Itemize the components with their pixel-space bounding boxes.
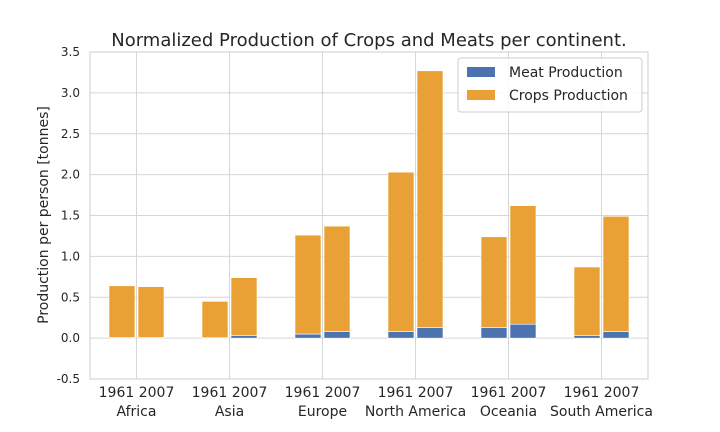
- bars-layer: [108, 70, 630, 339]
- x-category-label: Oceania: [480, 404, 537, 420]
- legend: Meat Production Crops Production: [457, 57, 643, 113]
- legend-box: [457, 57, 643, 113]
- axis-layer: -0.5 0.0 0.5 1.0 1.5 2.0 2.5 3.0 3.5 1961 2007 Afr…: [57, 45, 653, 420]
- y-tick-label: 1.0: [61, 249, 80, 263]
- bar-meat-south-america-2007: [602, 331, 630, 339]
- bar-meat-south-america-1961: [573, 335, 601, 339]
- x-tick-years: 1961 2007: [471, 385, 547, 401]
- bar-crops-south-america-2007: [602, 216, 630, 332]
- bar-meat-oceania-1961: [480, 327, 508, 339]
- y-tick-label: 0.0: [61, 331, 80, 345]
- bar-crops-europe-1961: [294, 234, 322, 335]
- bar-crops-asia-2007: [230, 277, 258, 336]
- x-category-label: Europe: [298, 404, 347, 420]
- y-tick-label: 1.5: [61, 209, 80, 223]
- y-tick-label: 3.5: [61, 45, 80, 59]
- plot-frame: [89, 51, 649, 380]
- y-tick-label: 3.0: [61, 86, 80, 100]
- y-tick-label: -0.5: [57, 372, 80, 386]
- legend-label-crops: Crops Production: [509, 88, 628, 104]
- x-category-label: Asia: [215, 404, 244, 420]
- legend-swatch-meat: [467, 67, 495, 77]
- y-tick-label: 2.0: [61, 168, 80, 182]
- x-tick-years: 1961 2007: [192, 385, 268, 401]
- y-tick-label: 2.5: [61, 127, 80, 141]
- bar-crops-north-america-1961: [387, 171, 415, 332]
- bar-meat-europe-2007: [323, 331, 351, 339]
- bar-crops-oceania-2007: [509, 205, 537, 325]
- x-category-label: South America: [550, 404, 653, 420]
- bar-meat-north-america-1961: [387, 331, 415, 339]
- y-tick-label: 0.5: [61, 290, 80, 304]
- bar-meat-north-america-2007: [416, 327, 444, 339]
- bar-crops-europe-2007: [323, 225, 351, 332]
- bar-meat-oceania-2007: [509, 323, 537, 339]
- x-tick-years: 1961 2007: [99, 385, 175, 401]
- bar-meat-europe-1961: [294, 333, 322, 339]
- bar-crops-africa-1961: [108, 285, 136, 338]
- bar-crops-africa-2007: [137, 286, 165, 338]
- x-tick-years: 1961 2007: [285, 385, 361, 401]
- x-tick-years: 1961 2007: [564, 385, 640, 401]
- legend-label-meat: Meat Production: [509, 65, 623, 81]
- y-axis-label: Production per person [tonnes]: [36, 106, 52, 324]
- bar-crops-oceania-1961: [480, 236, 508, 328]
- legend-swatch-crops: [467, 90, 495, 100]
- x-category-label: Africa: [117, 404, 157, 420]
- x-category-label: North America: [365, 404, 466, 420]
- bar-crops-asia-1961: [201, 301, 229, 339]
- x-tick-years: 1961 2007: [378, 385, 454, 401]
- bar-crops-north-america-2007: [416, 70, 444, 328]
- bar-meat-asia-2007: [230, 335, 258, 339]
- bar-crops-south-america-1961: [573, 266, 601, 336]
- chart-title: Normalized Production of Crops and Meats…: [111, 30, 627, 51]
- grid-layer: [90, 51, 648, 380]
